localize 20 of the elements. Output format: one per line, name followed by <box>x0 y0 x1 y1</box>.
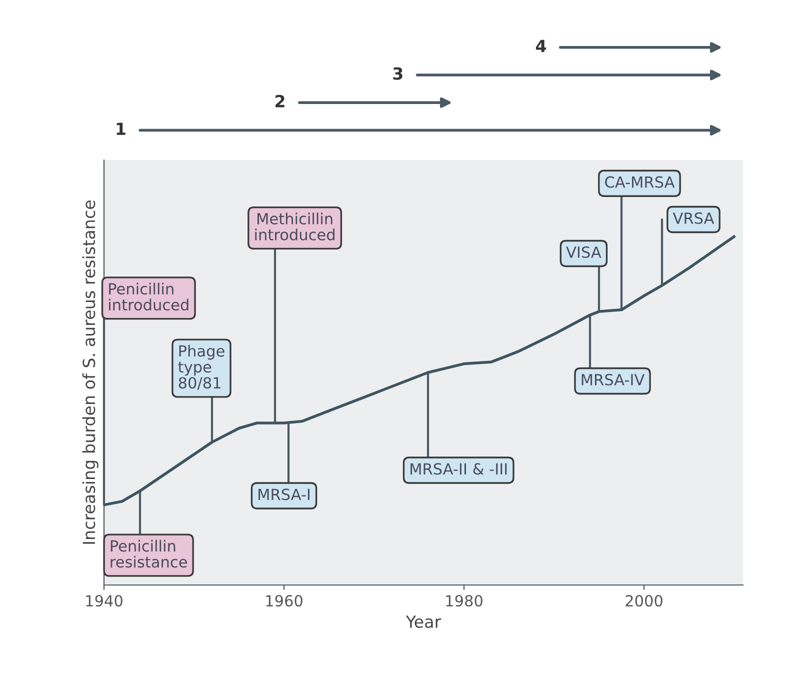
annotation: MRSA-IV <box>582 374 645 386</box>
y-axis-title: Increasing burden of S. aureus resistance <box>82 200 98 544</box>
annotation: VRSA <box>672 212 714 224</box>
text: 4 <box>536 40 546 52</box>
text: 3 <box>393 67 402 80</box>
annotation: Penicillin introduced <box>109 282 188 311</box>
x-tick-label: 1940 <box>86 594 122 607</box>
annotation: Phage type 80/81 <box>178 344 224 390</box>
annotation: CA-MRSA <box>605 176 675 188</box>
annotation: VISA <box>566 246 602 258</box>
x-tick-label: 1980 <box>446 594 482 607</box>
annotation: MRSA-I <box>258 488 310 500</box>
x-tick-label: 1960 <box>266 594 302 607</box>
text: 2 <box>276 94 284 108</box>
annotation: MRSA-II & -III <box>410 463 507 475</box>
annotation: Penicillin resistance <box>110 540 187 568</box>
annotation: Methicillin introduced <box>255 212 334 240</box>
x-axis-title: Year <box>406 616 442 628</box>
x-tick-label: 2000 <box>626 594 662 607</box>
text: 1 <box>116 122 126 135</box>
